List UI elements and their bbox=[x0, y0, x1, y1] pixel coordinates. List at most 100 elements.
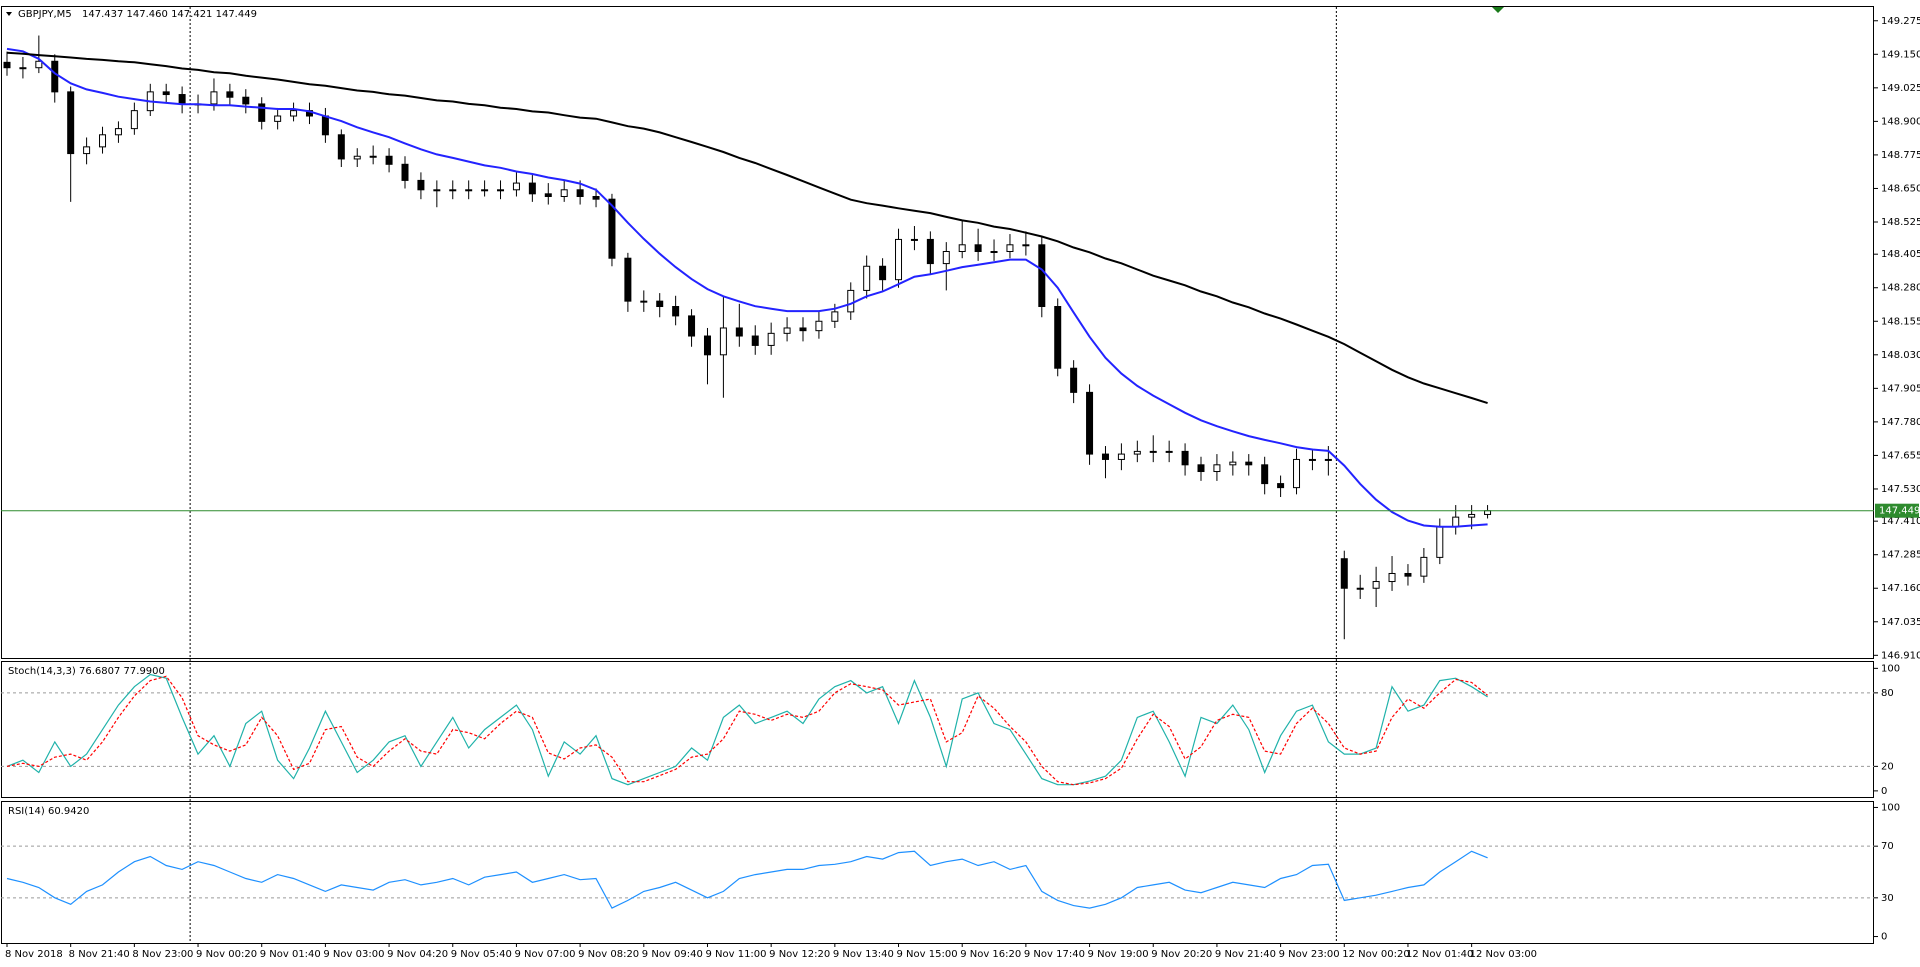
candle-body bbox=[481, 189, 489, 192]
candle-body bbox=[592, 196, 600, 200]
y-tick-label: 147.160 bbox=[1881, 583, 1920, 594]
indicator-line bbox=[6, 673, 1488, 786]
candle-body bbox=[114, 128, 122, 136]
candle-body bbox=[321, 115, 329, 136]
candle-body bbox=[847, 289, 855, 313]
last-price-box bbox=[1875, 503, 1919, 518]
y-tick-label: 148.775 bbox=[1881, 150, 1920, 161]
candle-body bbox=[1484, 510, 1492, 515]
menu-arrow[interactable] bbox=[6, 12, 12, 16]
stoch-title: Stoch(14,3,3) 76.6807 77.9900 bbox=[8, 666, 165, 677]
candle-body bbox=[1101, 453, 1109, 460]
candle-body bbox=[369, 155, 377, 158]
candle-body bbox=[1229, 461, 1237, 466]
y-tick-label: 148.405 bbox=[1881, 249, 1920, 260]
y-tick-label: 20 bbox=[1881, 761, 1894, 772]
symbol-title: GBPJPY,M5 bbox=[18, 9, 72, 20]
y-tick-label: 147.780 bbox=[1881, 417, 1920, 428]
candle-body bbox=[910, 238, 918, 241]
candle-body bbox=[1452, 516, 1460, 528]
candle-body bbox=[1245, 461, 1253, 466]
candle-body bbox=[417, 179, 425, 191]
candle-body bbox=[1213, 464, 1221, 473]
candle-body bbox=[178, 94, 186, 105]
x-tick-label: 9 Nov 08:20 bbox=[578, 949, 639, 960]
last-price-label: 147.449 bbox=[1879, 506, 1920, 517]
candle-body bbox=[974, 244, 982, 253]
candle-body bbox=[83, 146, 91, 155]
y-tick-label: 30 bbox=[1881, 893, 1894, 904]
x-tick-label: 9 Nov 20:20 bbox=[1151, 949, 1212, 960]
y-tick-label: 147.530 bbox=[1881, 484, 1920, 495]
x-tick-label: 9 Nov 07:00 bbox=[514, 949, 575, 960]
candle-body bbox=[1181, 450, 1189, 466]
candle-body bbox=[1133, 450, 1141, 455]
x-tick-label: 9 Nov 03:00 bbox=[323, 949, 384, 960]
stoch-pane-frame bbox=[1, 661, 1874, 798]
x-tick-label: 9 Nov 15:00 bbox=[897, 949, 958, 960]
candle-body bbox=[1038, 244, 1046, 308]
candle-body bbox=[353, 155, 361, 160]
indicator-line bbox=[6, 51, 1488, 405]
candle-body bbox=[990, 251, 998, 254]
candle-body bbox=[1117, 453, 1125, 460]
candle-body bbox=[274, 115, 282, 122]
candle-body bbox=[35, 60, 43, 69]
candle-body bbox=[385, 155, 393, 165]
candle-body bbox=[51, 60, 59, 93]
candle-body bbox=[783, 327, 791, 334]
candle-body bbox=[1261, 464, 1269, 485]
candle-body bbox=[1388, 572, 1396, 583]
x-tick-label: 9 Nov 21:40 bbox=[1215, 949, 1276, 960]
y-tick-label: 149.025 bbox=[1881, 83, 1920, 94]
candle-body bbox=[640, 300, 648, 303]
y-tick-label: 147.285 bbox=[1881, 550, 1920, 561]
candle-body bbox=[863, 265, 871, 291]
candle-body bbox=[735, 327, 743, 337]
candle-body bbox=[449, 189, 457, 192]
candle-body bbox=[258, 103, 266, 122]
candle-body bbox=[560, 189, 568, 198]
candle-body bbox=[672, 306, 680, 317]
candle-body bbox=[799, 327, 807, 332]
y-tick-label: 147.905 bbox=[1881, 383, 1920, 394]
candle-body bbox=[497, 189, 505, 192]
candle-body bbox=[831, 311, 839, 322]
candle-body bbox=[942, 251, 950, 265]
candle-body bbox=[879, 265, 887, 281]
x-tick-label: 9 Nov 23:00 bbox=[1279, 949, 1340, 960]
candle-body bbox=[67, 91, 75, 155]
candle-body bbox=[162, 91, 170, 96]
candle-body bbox=[1149, 450, 1157, 453]
candle-body bbox=[1054, 306, 1062, 369]
candle-body bbox=[608, 198, 616, 259]
candle-body bbox=[751, 335, 759, 346]
x-tick-label: 9 Nov 16:20 bbox=[960, 949, 1021, 960]
candle-body bbox=[958, 244, 966, 253]
candle-body bbox=[1293, 458, 1301, 489]
candle-body bbox=[703, 335, 711, 356]
candle-body bbox=[624, 257, 632, 302]
candle-body bbox=[576, 189, 584, 198]
rsi-title: RSI(14) 60.9420 bbox=[8, 806, 89, 817]
y-tick-label: 0 bbox=[1881, 786, 1887, 797]
x-tick-label: 9 Nov 04:20 bbox=[387, 949, 448, 960]
candle-body bbox=[401, 163, 409, 181]
candle-body bbox=[1308, 458, 1316, 461]
x-tick-label: 9 Nov 00:20 bbox=[196, 949, 257, 960]
candle-body bbox=[290, 110, 298, 117]
candle-body bbox=[1404, 572, 1412, 577]
x-tick-label: 9 Nov 17:40 bbox=[1024, 949, 1085, 960]
indicator-line bbox=[6, 850, 1488, 909]
y-tick-label: 148.650 bbox=[1881, 183, 1920, 194]
y-tick-label: 147.655 bbox=[1881, 450, 1920, 461]
y-tick-label: 149.150 bbox=[1881, 49, 1920, 60]
x-tick-label: 9 Nov 09:40 bbox=[642, 949, 703, 960]
y-tick-label: 70 bbox=[1881, 841, 1894, 852]
y-tick-label: 148.525 bbox=[1881, 217, 1920, 228]
candle-body bbox=[1372, 581, 1380, 589]
candle-body bbox=[1197, 464, 1205, 473]
candle-body bbox=[465, 189, 473, 192]
main-pane-frame bbox=[1, 6, 1874, 659]
